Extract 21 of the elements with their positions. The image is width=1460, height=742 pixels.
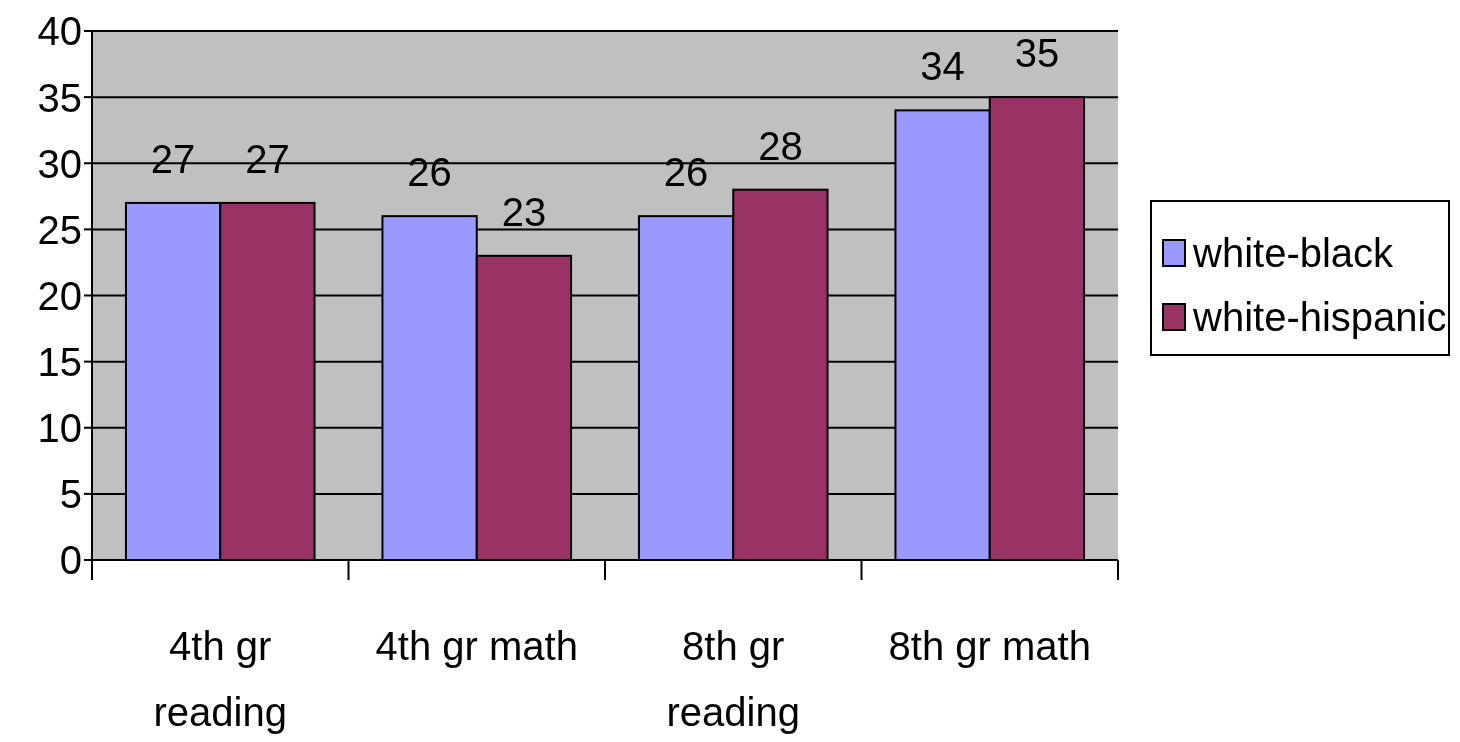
data-label: 26 [663,150,709,195]
y-tick-label: 20 [37,273,82,318]
x-tick-label: 8th gr reading [666,624,800,734]
x-tick-label: 8th gr math [888,624,1091,668]
y-tick-label: 35 [37,75,82,120]
y-tick-label: 5 [59,472,82,517]
data-label: 28 [758,123,803,168]
data-label: 34 [920,44,965,89]
data-label: 23 [501,189,547,234]
x-tick-label: 4th gr reading [153,624,287,734]
y-tick-label: 25 [37,207,82,252]
x-tick-label: 4th gr math [375,624,578,668]
y-tick-label: 15 [37,340,82,385]
y-tick-label: 30 [37,141,82,186]
y-tick-label: 0 [59,538,82,583]
data-label: 26 [407,150,452,195]
y-tick-label: 40 [37,9,82,54]
data-label: 35 [1014,31,1060,76]
y-tick-label: 10 [37,406,82,451]
legend-label: white-hispanic [1192,295,1447,340]
legend-label: white-black [1192,231,1395,276]
